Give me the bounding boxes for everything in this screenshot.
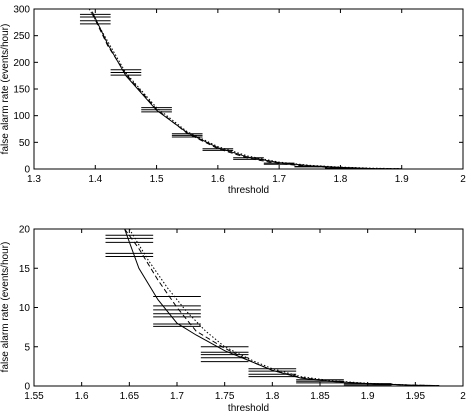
series-line-dashed [124,228,440,387]
top-y-axis-label: false alarm rate (events/hour) [0,24,11,155]
y-tick-label: 50 [19,138,31,149]
x-tick-label: 1.75 [215,391,235,402]
y-tick-label: 0 [24,165,30,176]
bottom-chart: 1.55 1.6 1.65 1.7 1.75 1.8 1.85 1.9 1.95 20510152… [0,225,466,415]
top-data-marks [79,8,402,170]
series-line-solid [124,228,440,387]
series-line-dotted [88,8,402,170]
x-tick-label: 1.6 [75,391,89,402]
top-plot-frame [33,8,464,170]
x-tick-label: 1.7 [170,391,184,402]
x-tick-label: 1.4 [88,174,102,185]
series-line-dotted [128,228,440,387]
x-tick-label: 1.85 [310,391,330,402]
y-tick-label: 300 [13,5,30,16]
series-line-dashed [91,13,402,170]
x-tick-label: 1.6 [211,174,225,185]
bottom-data-marks [105,228,440,387]
x-tick-label: 2 [460,391,466,402]
top-chart: 1.3 1.4 1.5 1.6 1.7 1.8 1.9 2 0 50 100 150 200 250 300… [0,5,466,197]
y-tick-label: 100 [13,111,30,122]
x-tick-label: 1.7 [272,174,286,185]
x-tick-label: 2 [460,174,466,185]
x-tick-label: 1.65 [120,391,140,402]
x-tick-label: 1.3 [27,174,41,185]
x-tick-label: 1.8 [333,174,347,185]
x-tick-label: 1.55 [24,391,44,402]
y-tick-label: 0 [24,382,30,393]
bottom-axis-ticks: 1.55 1.6 1.65 1.7 1.75 1.8 1.85 1.9 1.95 20510152… [19,225,466,403]
y-tick-label: 250 [13,31,30,42]
y-tick-label: 20 [19,225,31,236]
y-tick-label: 10 [19,303,31,314]
y-tick-label: 15 [19,264,31,275]
x-tick-label: 1.95 [406,391,426,402]
x-tick-label: 1.8 [265,391,279,402]
series-line-solid [91,11,402,170]
x-tick-label: 1.9 [361,391,375,402]
x-tick-label: 1.5 [150,174,164,185]
top-axis-ticks: 1.3 1.4 1.5 1.6 1.7 1.8 1.9 2 0 50 100 150 200 250 300 [13,5,466,186]
bottom-plot-frame [33,228,464,387]
y-tick-label: 150 [13,85,30,96]
y-tick-label: 5 [24,342,30,353]
top-x-axis-label: threshold [228,185,269,196]
y-tick-label: 200 [13,58,30,69]
bottom-x-axis-label: threshold [228,403,269,414]
x-tick-label: 1.9 [395,174,409,185]
bottom-y-axis-label: false alarm rate (events/hour) [0,242,11,373]
